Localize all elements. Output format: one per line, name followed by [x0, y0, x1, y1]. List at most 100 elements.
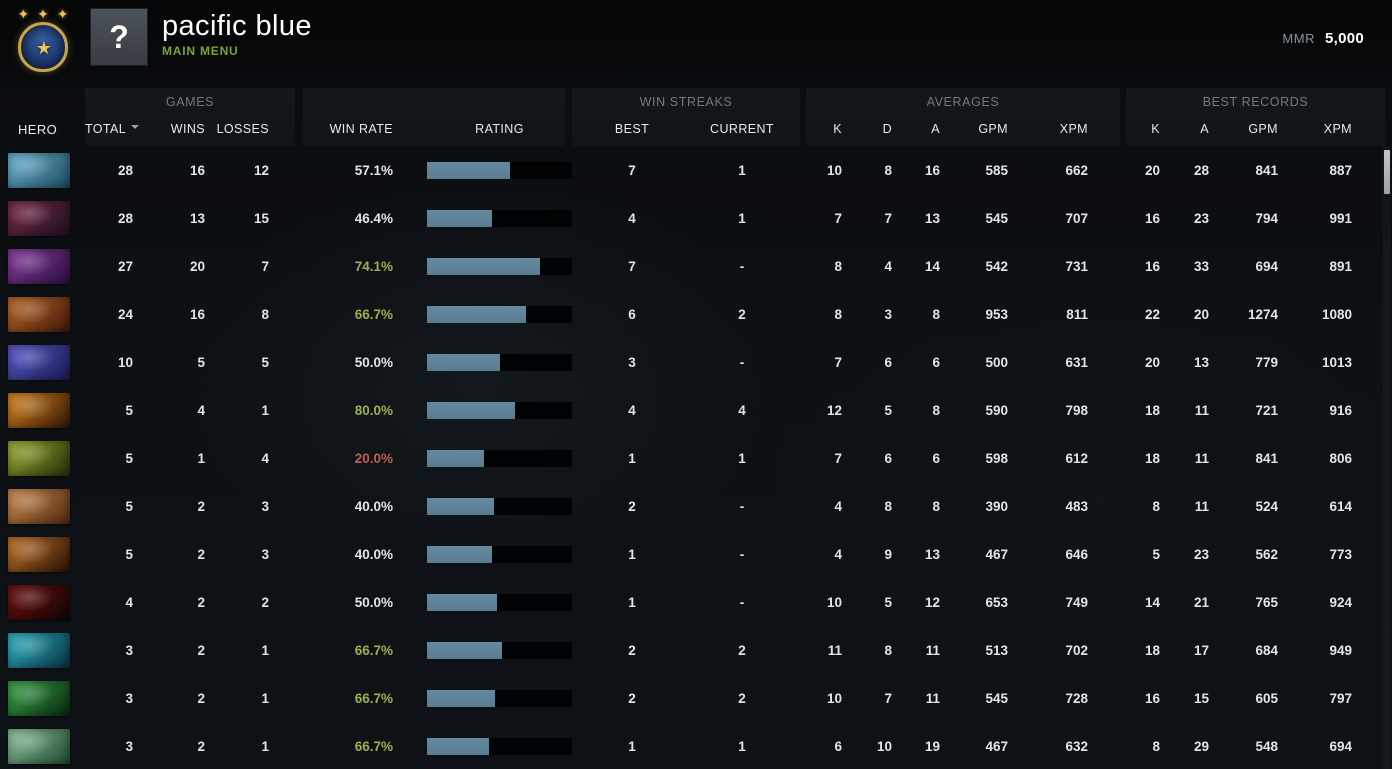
- col-header-win-rate[interactable]: WIN RATE: [329, 122, 393, 136]
- col-header-total-sort[interactable]: TOTAL: [85, 122, 140, 136]
- hero-row[interactable]: 4 2 2 50.0% 1 - 10 5 12 653 749 14 21 76…: [0, 578, 1392, 626]
- medal-shield-icon: [18, 22, 68, 72]
- stat-avg-d: 7: [884, 690, 892, 706]
- hero-row[interactable]: 3 2 1 66.7% 1 1 6 10 19 467 632 8 29 548…: [0, 722, 1392, 769]
- stat-streak-best: 1: [628, 594, 636, 610]
- stat-avg-gpm: 953: [985, 306, 1008, 322]
- stat-total: 10: [117, 354, 133, 370]
- hero-row[interactable]: 3 2 1 66.7% 2 2 11 8 11 513 702 18 17 68…: [0, 626, 1392, 674]
- stat-win-rate: 66.7%: [354, 690, 393, 706]
- stat-streak-current: -: [739, 546, 745, 562]
- stat-best-k: 18: [1144, 450, 1160, 466]
- rating-bar: [427, 545, 572, 563]
- stat-avg-xpm: 632: [1065, 738, 1088, 754]
- stat-streak-best: 6: [628, 306, 636, 322]
- rating-bar-fill: [427, 353, 500, 371]
- stat-best-gpm: 779: [1255, 354, 1278, 370]
- scrollbar-track[interactable]: [1383, 146, 1391, 769]
- hero-row[interactable]: 10 5 5 50.0% 3 - 7 6 6 500 631 20 13 779…: [0, 338, 1392, 386]
- stat-streak-best: 4: [628, 210, 636, 226]
- stat-best-gpm: 765: [1255, 594, 1278, 610]
- stat-best-k: 5: [1152, 546, 1160, 562]
- rating-bar: [427, 497, 572, 515]
- rating-bar: [427, 353, 572, 371]
- col-header-avg-xpm[interactable]: XPM: [1059, 122, 1088, 136]
- hero-row[interactable]: 28 16 12 57.1% 7 1 10 8 16 585 662 20 28…: [0, 146, 1392, 194]
- stat-wins: 2: [197, 498, 205, 514]
- stat-win-rate: 40.0%: [354, 546, 393, 562]
- col-header-streak-best[interactable]: BEST: [614, 122, 650, 136]
- stat-wins: 4: [197, 402, 205, 418]
- stat-streak-current: 2: [738, 642, 746, 658]
- stat-best-gpm: 1274: [1247, 306, 1278, 322]
- rating-bar: [427, 737, 572, 755]
- hero-portrait: [8, 680, 70, 716]
- stat-best-a: 29: [1193, 738, 1209, 754]
- stat-avg-d: 9: [884, 546, 892, 562]
- stat-avg-a: 8: [932, 306, 940, 322]
- col-header-avg-k[interactable]: K: [833, 122, 842, 136]
- stat-avg-a: 6: [932, 354, 940, 370]
- stat-avg-a: 8: [932, 402, 940, 418]
- stat-best-a: 11: [1194, 450, 1209, 466]
- streaks-group-title: WIN STREAKS: [639, 95, 733, 109]
- player-avatar[interactable]: ?: [90, 8, 148, 66]
- hero-row[interactable]: 3 2 1 66.7% 2 2 10 7 11 545 728 16 15 60…: [0, 674, 1392, 722]
- rating-bar: [427, 209, 572, 227]
- stat-avg-d: 5: [884, 594, 892, 610]
- col-header-rating[interactable]: RATING: [475, 122, 524, 136]
- hero-row[interactable]: 5 4 1 80.0% 4 4 12 5 8 590 798 18 11 721…: [0, 386, 1392, 434]
- stat-best-a: 21: [1193, 594, 1209, 610]
- stat-avg-d: 6: [884, 450, 892, 466]
- stat-avg-k: 11: [827, 642, 842, 658]
- hero-row[interactable]: 24 16 8 66.7% 6 2 8 3 8 953 811 22 20 12…: [0, 290, 1392, 338]
- main-menu-link[interactable]: MAIN MENU: [162, 44, 239, 58]
- col-header-streak-current[interactable]: CURRENT: [710, 122, 774, 136]
- col-header-avg-gpm[interactable]: GPM: [978, 122, 1008, 136]
- col-header-avg-d[interactable]: D: [882, 122, 892, 136]
- col-header-best-xpm[interactable]: XPM: [1323, 122, 1352, 136]
- rank-medal-icon: ✦ ✦ ✦ ★: [6, 4, 82, 80]
- averages-header-panel: AVERAGES: [806, 88, 1120, 146]
- stat-best-a: 33: [1193, 258, 1209, 274]
- hero-row[interactable]: 5 2 3 40.0% 2 - 4 8 8 390 483 8 11 524 6…: [0, 482, 1392, 530]
- stat-losses: 1: [261, 402, 269, 418]
- hero-row[interactable]: 27 20 7 74.1% 7 - 8 4 14 542 731 16 33 6…: [0, 242, 1392, 290]
- hero-portrait: [8, 296, 70, 332]
- stat-avg-gpm: 500: [985, 354, 1008, 370]
- stat-win-rate: 50.0%: [354, 594, 393, 610]
- stat-streak-current: 2: [738, 690, 746, 706]
- col-header-wins[interactable]: WINS: [170, 122, 205, 136]
- hero-row[interactable]: 5 1 4 20.0% 1 1 7 6 6 598 612 18 11 841 …: [0, 434, 1392, 482]
- col-header-best-k[interactable]: K: [1151, 122, 1160, 136]
- stat-best-gpm: 794: [1255, 210, 1278, 226]
- stat-best-gpm: 562: [1255, 546, 1278, 562]
- stat-best-xpm: 773: [1329, 546, 1352, 562]
- col-header-avg-a[interactable]: A: [931, 122, 940, 136]
- stat-best-k: 14: [1144, 594, 1160, 610]
- stat-avg-k: 7: [834, 354, 842, 370]
- stat-avg-gpm: 585: [985, 162, 1008, 178]
- stat-losses: 1: [261, 690, 269, 706]
- hero-row[interactable]: 5 2 3 40.0% 1 - 4 9 13 467 646 5 23 562 …: [0, 530, 1392, 578]
- col-header-hero: HERO: [18, 121, 58, 137]
- player-name: pacific blue: [162, 10, 312, 42]
- scrollbar-thumb[interactable]: [1384, 150, 1390, 194]
- rating-bar-fill: [427, 737, 490, 755]
- stat-avg-d: 10: [876, 738, 892, 754]
- rating-bar-fill: [427, 257, 541, 275]
- stat-wins: 5: [197, 354, 205, 370]
- stat-total: 5: [125, 450, 133, 466]
- stat-best-a: 17: [1193, 642, 1209, 658]
- stat-avg-k: 8: [834, 306, 842, 322]
- streaks-header-panel: WIN STREAKS: [572, 88, 800, 146]
- stat-losses: 2: [261, 594, 269, 610]
- col-header-best-a[interactable]: A: [1200, 122, 1209, 136]
- col-header-best-gpm[interactable]: GPM: [1248, 122, 1278, 136]
- stat-total: 4: [125, 594, 133, 610]
- stat-best-k: 22: [1144, 306, 1160, 322]
- col-header-losses[interactable]: LOSSES: [216, 122, 269, 136]
- stat-best-k: 18: [1144, 402, 1160, 418]
- hero-row[interactable]: 28 13 15 46.4% 4 1 7 7 13 545 707 16 23 …: [0, 194, 1392, 242]
- stat-avg-xpm: 612: [1065, 450, 1088, 466]
